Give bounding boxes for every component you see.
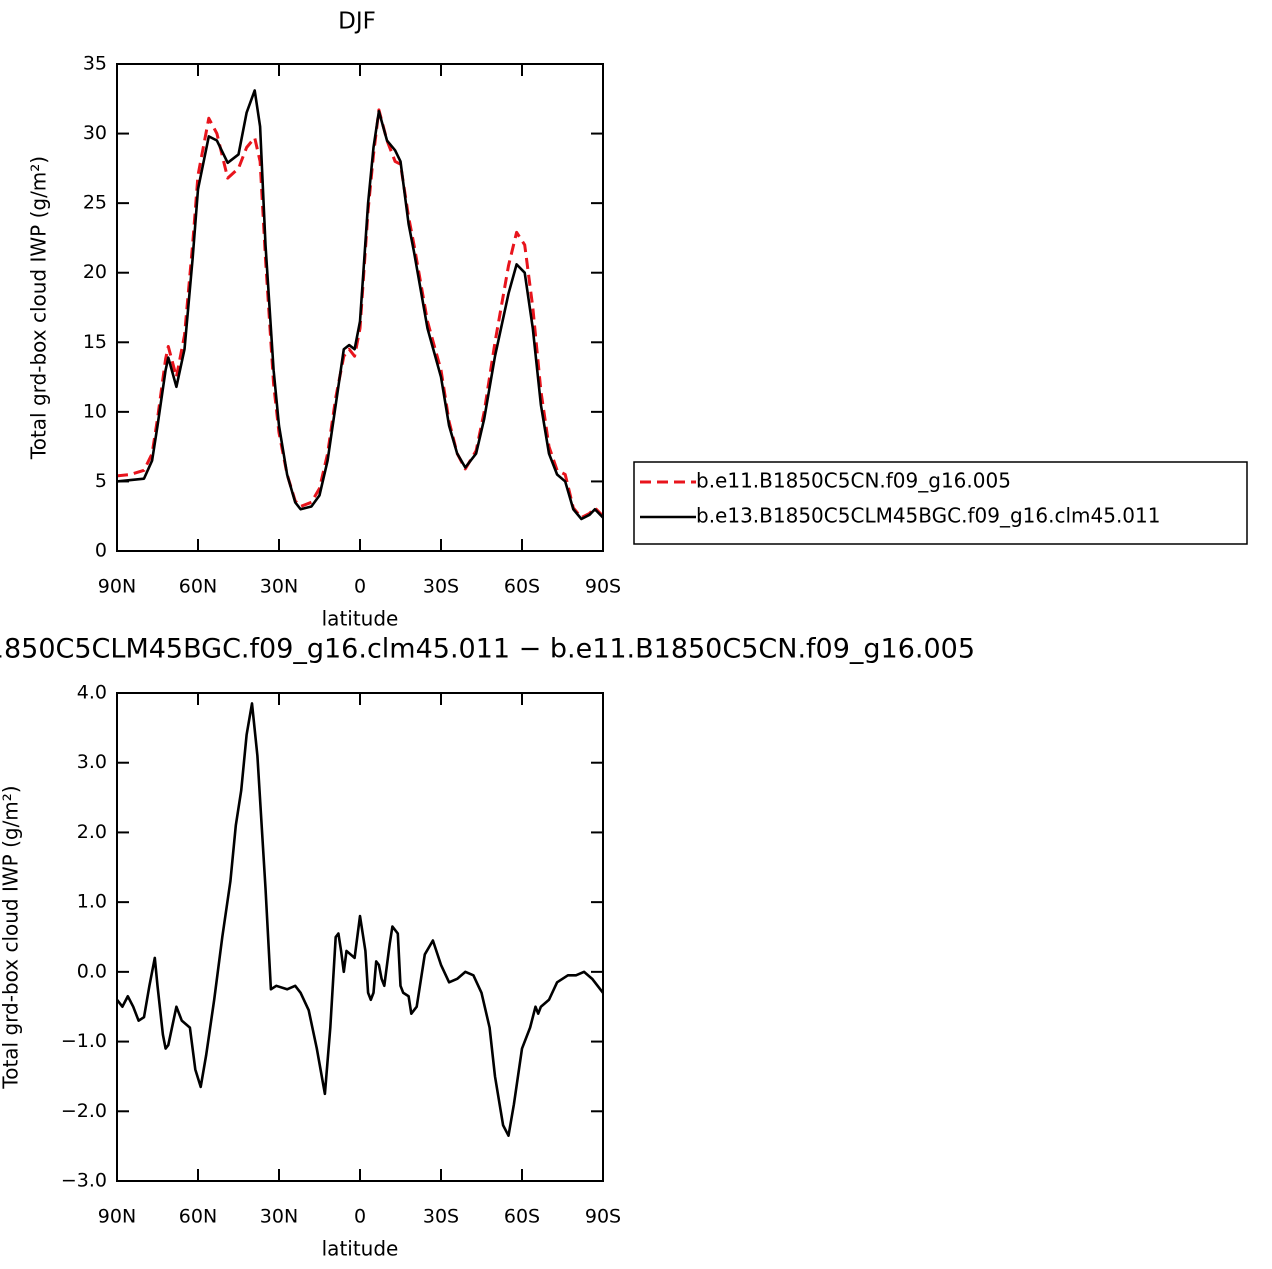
y-tick-label: −1.0 (61, 1030, 107, 1052)
y-tick-label: 0.0 (77, 960, 107, 982)
x-tick-label: 60S (504, 576, 540, 598)
y-tick-label: 5 (95, 470, 107, 492)
y-axis-label: Total grd-box cloud IWP (g/m²) (27, 156, 51, 460)
x-tick-label: 90N (98, 576, 136, 598)
y-tick-label: 2.0 (77, 821, 107, 843)
x-tick-label: 90N (98, 1206, 136, 1228)
legend-label: b.e11.B1850C5CN.f09_g16.005 (696, 469, 1011, 493)
legend-label: b.e13.B1850C5CLM45BGC.f09_g16.clm45.011 (696, 504, 1160, 528)
x-tick-label: 0 (354, 576, 366, 598)
y-tick-label: 25 (83, 192, 107, 214)
y-tick-label: 0 (95, 540, 107, 562)
y-tick-label: 1.0 (77, 891, 107, 913)
x-tick-label: 30N (260, 1206, 298, 1228)
y-tick-label: −3.0 (61, 1170, 107, 1192)
y-tick-label: 10 (83, 400, 107, 422)
y-axis-label: Total grd-box cloud IWP (g/m²) (0, 785, 23, 1089)
x-tick-label: 60N (179, 1206, 217, 1228)
y-tick-label: 20 (83, 261, 107, 283)
x-tick-label: 60S (504, 1206, 540, 1228)
y-tick-label: 15 (83, 331, 107, 353)
x-tick-label: 60N (179, 576, 217, 598)
x-tick-label: 30N (260, 576, 298, 598)
x-tick-label: 90S (585, 576, 621, 598)
legend-box (633, 461, 1248, 545)
y-tick-label: 3.0 (77, 751, 107, 773)
series-line (116, 108, 605, 520)
y-tick-label: 30 (83, 122, 107, 144)
chart-title: b.e13.B1850C5CLM45BGC.f09_g16.clm45.011 … (0, 634, 975, 665)
plot-frame (116, 692, 604, 1182)
chart-title: DJF (338, 9, 376, 35)
x-tick-label: 0 (354, 1206, 366, 1228)
y-tick-label: −2.0 (61, 1100, 107, 1122)
series-line (115, 702, 605, 1137)
x-axis-label: latitude (322, 1237, 399, 1261)
x-tick-label: 30S (423, 576, 459, 598)
x-axis-label: latitude (322, 607, 399, 631)
y-tick-label: 4.0 (77, 682, 107, 704)
y-tick-label: 35 (83, 53, 107, 75)
series-line (116, 89, 604, 521)
x-tick-label: 90S (585, 1206, 621, 1228)
x-tick-label: 30S (423, 1206, 459, 1228)
